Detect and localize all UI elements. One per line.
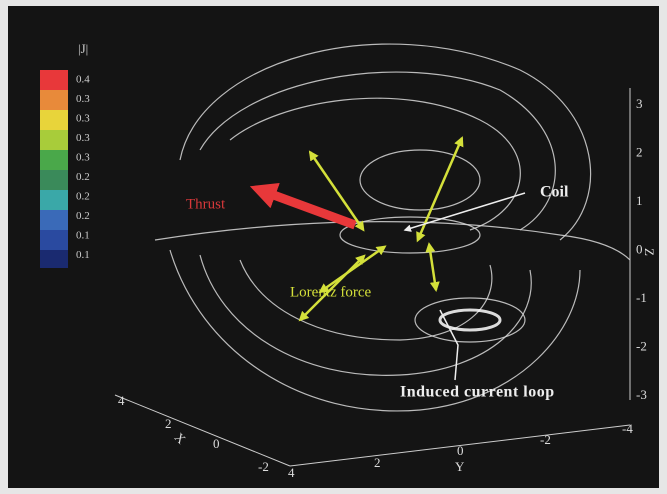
z-tick-label: -1 bbox=[636, 290, 647, 305]
z-tick-label: 3 bbox=[636, 96, 643, 111]
z-axis-label: Z bbox=[642, 248, 657, 256]
z-tick-label: -2 bbox=[636, 338, 647, 353]
coil-label: Coil bbox=[540, 184, 569, 201]
y-tick-label: -2 bbox=[540, 432, 551, 447]
x-tick-label: 2 bbox=[165, 416, 172, 431]
colorbar-label: 0.3 bbox=[76, 113, 90, 125]
figure: |J| 0.40.30.30.30.30.20.20.20.10.1 Coil … bbox=[0, 0, 667, 494]
z-tick-label: 2 bbox=[636, 144, 643, 159]
colorbar-label: 0.3 bbox=[76, 152, 90, 164]
z-tick-label: 0 bbox=[636, 241, 643, 256]
y-axis-label: Y bbox=[455, 459, 465, 474]
colorbar-title: |J| bbox=[78, 41, 88, 56]
colorbar-label: 0.2 bbox=[76, 171, 90, 183]
x-tick-label: -2 bbox=[258, 459, 269, 474]
colorbar-label: 0.1 bbox=[76, 249, 90, 261]
z-tick-label: 1 bbox=[636, 193, 643, 208]
y-tick-label: 2 bbox=[374, 455, 381, 470]
x-tick-label: 0 bbox=[213, 436, 220, 451]
y-tick-label: 4 bbox=[288, 465, 295, 480]
plot-background bbox=[8, 6, 659, 488]
colorbar-label: 0.2 bbox=[76, 210, 90, 222]
z-tick-label: -3 bbox=[636, 387, 647, 402]
lorentz-label: Lorentz force bbox=[290, 284, 372, 300]
y-tick-label: -4 bbox=[622, 421, 633, 436]
colorbar bbox=[40, 70, 68, 268]
y-tick-label: 0 bbox=[457, 443, 464, 458]
loop-label: Induced current loop bbox=[400, 384, 555, 401]
colorbar-label: 0.3 bbox=[76, 132, 90, 144]
colorbar-label: 0.4 bbox=[76, 74, 90, 86]
colorbar-label: 0.3 bbox=[76, 93, 90, 105]
x-tick-label: 4 bbox=[118, 393, 125, 408]
colorbar-label: 0.2 bbox=[76, 191, 90, 203]
colorbar-label: 0.1 bbox=[76, 230, 90, 242]
thrust-label: Thrust bbox=[186, 196, 226, 212]
